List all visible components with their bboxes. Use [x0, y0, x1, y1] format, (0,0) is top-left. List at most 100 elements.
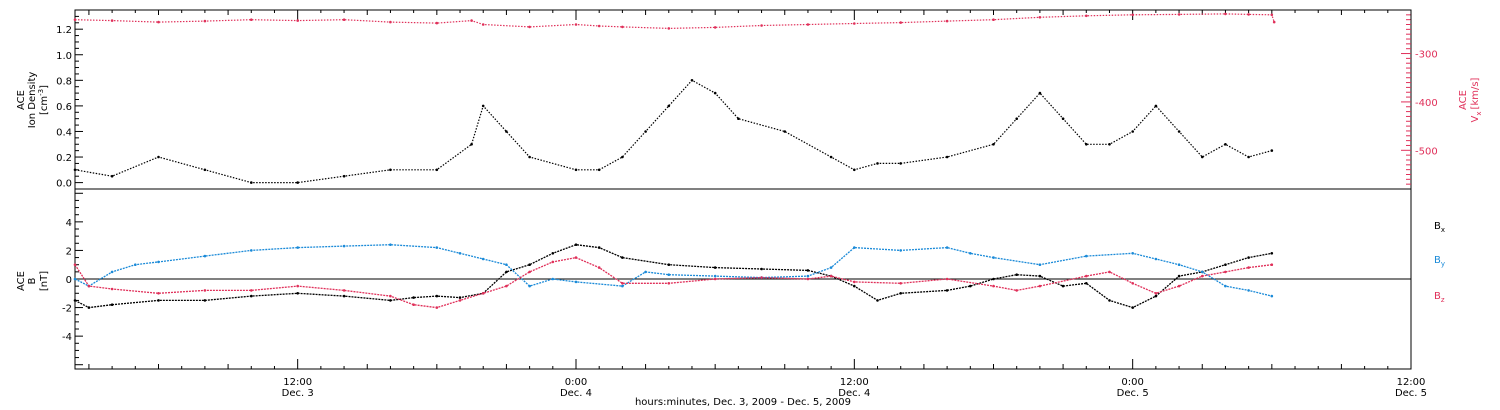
- data-point-bx: [806, 269, 810, 272]
- time-tick-label: 0:00: [565, 377, 587, 388]
- data-point-by: [203, 254, 207, 258]
- data-point-by: [644, 270, 647, 274]
- density-tick-label: 0.0: [56, 179, 72, 190]
- data-point-by: [528, 284, 531, 288]
- time-tick-day: Dec. 5: [1117, 388, 1149, 399]
- time-tick-label: 12:00: [1397, 377, 1426, 388]
- data-point-bx: [621, 256, 624, 259]
- data-point-ion-density: [1131, 130, 1134, 133]
- data-point-bx: [342, 294, 346, 298]
- data-point-vx: [296, 19, 300, 22]
- data-point-vx: [157, 20, 160, 24]
- data-point-bz: [458, 299, 462, 302]
- data-point-ion-density: [945, 155, 949, 159]
- panel2-left-axis: -4 -2 0 2 4: [62, 192, 83, 366]
- data-point-vx: [110, 19, 114, 22]
- density-tick-label: 0.6: [56, 102, 72, 113]
- data-point-vx: [1177, 13, 1181, 16]
- data-point-bz: [1177, 284, 1181, 288]
- data-point-vx: [899, 21, 902, 24]
- data-point-ion-density: [574, 168, 578, 172]
- data-point-ion-density: [157, 155, 160, 159]
- data-point-ion-density: [1038, 91, 1042, 95]
- panel1-left-unit-close: ]: [39, 85, 50, 89]
- vx-tick-label: -300: [1415, 50, 1438, 61]
- vx-tick-label: -500: [1415, 146, 1438, 157]
- data-point-by: [1154, 257, 1158, 261]
- data-point-bz: [551, 260, 555, 264]
- data-point-ion-density: [1015, 117, 1018, 120]
- data-point-by: [806, 274, 810, 278]
- data-point-bx: [1224, 263, 1227, 267]
- data-point-bz: [853, 280, 856, 284]
- data-point-vx: [250, 18, 253, 22]
- panel1-frame: [74, 9, 1412, 190]
- data-point-ion-density: [1201, 155, 1204, 159]
- data-point-bx: [992, 277, 995, 281]
- data-point-ion-density: [899, 162, 902, 165]
- data-point-bz: [1270, 263, 1274, 267]
- data-point-bz: [574, 256, 578, 259]
- data-point-bz: [342, 289, 346, 292]
- data-point-ion-density: [528, 155, 531, 159]
- b-tick-label: -4: [62, 332, 72, 343]
- data-point-ion-density: [853, 168, 856, 172]
- panel1-left-unit-exp: -3: [37, 89, 45, 96]
- data-point-bz: [157, 292, 160, 295]
- b-tick-label: 4: [66, 218, 72, 229]
- data-point-ion-density: [481, 104, 485, 108]
- data-point-bx: [296, 292, 300, 295]
- data-point-bx: [853, 284, 856, 288]
- data-point-by: [829, 266, 833, 269]
- data-point-bz: [899, 282, 902, 285]
- data-point-bx: [1038, 274, 1042, 278]
- panel1-left-axis: 0.0 0.2 0.4 0.6 0.8 1.0 1.2: [56, 15, 83, 190]
- data-point-vx: [1131, 13, 1134, 17]
- data-point-bz: [945, 277, 949, 281]
- data-point-bz: [829, 274, 833, 278]
- data-point-bx: [1015, 273, 1018, 277]
- density-tick-label: 1.2: [56, 25, 72, 36]
- data-point-by: [389, 243, 392, 246]
- data-point-by: [1270, 294, 1274, 298]
- data-point-vx: [1224, 12, 1227, 16]
- data-point-by: [1247, 289, 1250, 292]
- data-point-bz: [250, 289, 253, 292]
- data-point-by: [667, 273, 671, 277]
- panel1-right-label: Vx [km/s]: [1470, 77, 1483, 122]
- data-point-bz: [667, 282, 671, 285]
- x-axis-title: hours:minutes, Dec. 3, 2009 - Dec. 5, 20…: [635, 397, 851, 408]
- data-point-bx: [551, 252, 555, 255]
- data-point-bz: [760, 276, 763, 279]
- data-point-bx: [435, 294, 439, 298]
- legend-by-sym: B: [1434, 255, 1441, 266]
- data-point-bx: [1247, 256, 1250, 259]
- data-point-bz: [505, 284, 508, 288]
- data-point-vx: [1038, 15, 1042, 19]
- series-bx: [74, 244, 1272, 309]
- data-point-by: [481, 257, 485, 261]
- data-point-bx: [899, 292, 902, 295]
- data-point-bx: [945, 289, 949, 292]
- vx-tick-label: -400: [1415, 98, 1438, 109]
- panel1-left-label-line2: Ion Density: [27, 72, 38, 129]
- data-point-ion-density: [110, 174, 114, 178]
- data-point-by: [134, 263, 137, 267]
- data-point-ion-density: [1270, 149, 1274, 152]
- b-tick-label: 0: [66, 275, 72, 286]
- data-point-by: [296, 246, 300, 249]
- data-point-vx: [389, 20, 392, 24]
- series-ion-density: [74, 79, 1272, 184]
- data-point-by: [505, 263, 508, 267]
- data-point-by: [73, 277, 77, 281]
- data-point-bz: [481, 292, 485, 295]
- data-point-bx: [412, 296, 415, 299]
- data-point-by: [110, 270, 114, 274]
- data-point-bz: [203, 289, 207, 292]
- data-point-ion-density: [1177, 130, 1181, 133]
- data-point-bx: [389, 299, 392, 302]
- data-point-bx: [876, 299, 879, 302]
- data-point-ion-density: [876, 162, 879, 165]
